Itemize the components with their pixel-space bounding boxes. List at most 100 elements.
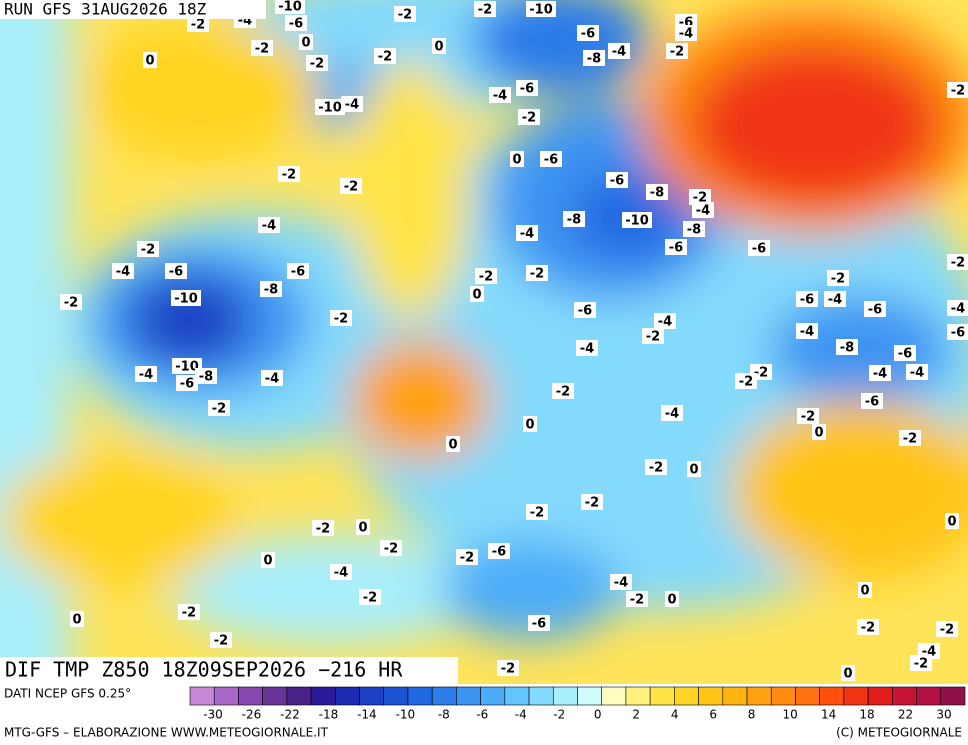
color-box xyxy=(456,686,481,706)
label-box xyxy=(456,549,478,565)
label-box xyxy=(251,40,273,56)
legend-tick-label: 10 xyxy=(782,708,797,722)
label-box xyxy=(606,172,628,188)
contour-label: 0 xyxy=(947,515,956,530)
contour-label: -2 xyxy=(940,623,954,638)
contour-labels: -10-2 -4 -6-2 -2 -10-6-4-2-6-4-80-2 0-2 -20-10… xyxy=(60,0,968,682)
color-box xyxy=(189,686,215,706)
contour-label: -2 xyxy=(255,42,269,57)
contour-label: -4 xyxy=(345,98,359,113)
label-box xyxy=(947,300,968,316)
contour-label: -4 xyxy=(873,367,887,382)
contour-label: -2 xyxy=(630,593,644,608)
color-box xyxy=(480,686,506,706)
color-box xyxy=(262,686,288,706)
color-box xyxy=(504,686,530,706)
contour-label: -4 xyxy=(614,576,628,591)
contour-label: -4 xyxy=(665,407,679,422)
label-box xyxy=(836,339,858,355)
contour-label: -8 xyxy=(650,186,664,201)
color-box xyxy=(552,686,578,706)
contour-label: -6 xyxy=(520,82,534,97)
contour-label: -2 xyxy=(754,366,768,381)
label-box xyxy=(540,151,562,167)
contour-label: -2 xyxy=(479,270,493,285)
label-box xyxy=(841,665,855,681)
contour-label: -6 xyxy=(578,304,592,319)
legend-tick-label: 14 xyxy=(821,708,836,722)
color-box xyxy=(819,686,845,706)
contour-label: -2 xyxy=(522,111,536,126)
contour-label: -2 xyxy=(214,634,228,649)
label-box xyxy=(287,263,309,279)
contour-label: -2 xyxy=(914,657,928,672)
label-box xyxy=(675,25,697,41)
label-box xyxy=(654,313,676,329)
label-box xyxy=(947,254,968,270)
contour-label: -4 xyxy=(696,204,710,219)
label-box xyxy=(306,55,328,71)
label-box xyxy=(577,25,599,41)
contour-label: -2 xyxy=(182,606,196,621)
label-box xyxy=(330,564,352,580)
legend-tick-label: 4 xyxy=(671,708,679,722)
label-box xyxy=(687,461,701,477)
label-box xyxy=(187,16,209,32)
label-box xyxy=(894,345,916,361)
label-box xyxy=(692,202,714,218)
label-box xyxy=(315,99,345,115)
contour-label: -6 xyxy=(868,303,882,318)
title-box xyxy=(0,657,458,684)
label-box xyxy=(275,0,305,14)
contour-label: -4 xyxy=(493,89,507,104)
color-box xyxy=(649,686,675,706)
contour-label: -2 xyxy=(530,267,544,282)
contour-label: 0 xyxy=(145,54,154,69)
color-box xyxy=(674,686,699,706)
color-box xyxy=(431,686,457,706)
label-box xyxy=(60,294,82,310)
contour-label: 0 xyxy=(72,613,81,628)
label-box xyxy=(608,43,630,59)
contour-label: 0 xyxy=(843,667,852,682)
legend-tick-label: -30 xyxy=(203,708,223,722)
label-box xyxy=(172,358,202,374)
color-box xyxy=(916,686,942,706)
label-box xyxy=(171,290,201,306)
label-box xyxy=(910,655,932,671)
label-box xyxy=(526,504,548,520)
contour-label: -2 xyxy=(670,45,684,60)
contour-label: -4 xyxy=(951,302,965,317)
contour-label: 0 xyxy=(472,288,481,303)
label-box xyxy=(299,34,313,50)
label-box xyxy=(748,240,770,256)
label-box xyxy=(735,373,757,389)
credit: MTG-GFS – ELABORAZIONE WWW.METEOGIORNALE… xyxy=(4,726,329,740)
legend-tick-label: -26 xyxy=(242,708,262,722)
color-box xyxy=(892,686,917,706)
label-box xyxy=(583,50,605,66)
label-box xyxy=(581,494,603,510)
label-box xyxy=(261,370,283,386)
contour-label: 0 xyxy=(434,40,443,55)
contour-label: -2 xyxy=(478,3,492,18)
label-box xyxy=(510,151,524,167)
contour-label: -6 xyxy=(544,153,558,168)
contour-label: 0 xyxy=(525,418,534,433)
contour-label: 0 xyxy=(689,463,698,478)
legend-tick-label: 30 xyxy=(936,708,951,722)
color-box xyxy=(625,686,651,706)
contour-label: -8 xyxy=(687,223,701,238)
label-box xyxy=(626,591,648,607)
contour-label: -6 xyxy=(800,293,814,308)
contour-label: -10 xyxy=(278,0,302,15)
contour-label: -10 xyxy=(318,101,342,116)
label-box xyxy=(260,281,282,297)
label-box xyxy=(947,82,968,98)
label-box xyxy=(563,211,585,227)
contour-label: 0 xyxy=(358,521,367,536)
contour-label: -2 xyxy=(191,18,205,33)
legend-tick-label: -4 xyxy=(515,708,527,722)
label-box xyxy=(665,239,687,255)
color-box xyxy=(843,686,869,706)
